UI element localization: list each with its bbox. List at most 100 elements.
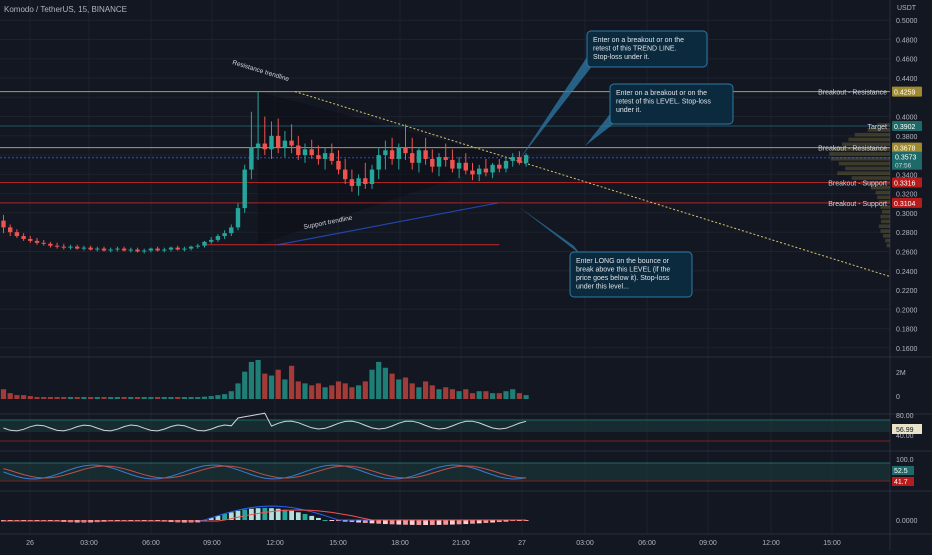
volume-bar <box>322 387 328 399</box>
volume-profile-bar <box>875 190 890 195</box>
level-label: Target <box>868 124 888 131</box>
volume-bar <box>121 397 127 399</box>
osc1-level-label: 40.00 <box>896 433 914 440</box>
callout-text: Enter on a breakout or on the retest of t… <box>593 37 684 61</box>
volume-bar <box>161 397 167 399</box>
volume-bar <box>248 361 254 399</box>
price-tick-label: 0.4800 <box>896 37 918 44</box>
candle-body <box>376 155 381 170</box>
histogram-bar <box>255 508 261 520</box>
candle-body <box>316 155 321 159</box>
volume-bar <box>396 379 402 399</box>
level-label: Breakout - Support <box>828 180 887 187</box>
callout-box <box>609 83 734 125</box>
volume-bar <box>215 395 221 399</box>
volume-bar <box>175 397 181 399</box>
volume-bar <box>268 375 275 399</box>
volume-axis-label: 2M <box>896 370 906 377</box>
support-trendline <box>277 202 499 246</box>
volume-bar <box>443 387 449 399</box>
histogram-bar <box>510 520 516 522</box>
callouts: Enter on a breakout or on the retest of t… <box>519 30 734 298</box>
volume-bar <box>342 383 348 399</box>
candle-body <box>41 242 46 244</box>
histogram-bar <box>322 520 328 521</box>
histogram-bar <box>383 520 388 525</box>
volume-bar <box>510 389 516 399</box>
volume-profile-bar <box>867 128 890 132</box>
volume-bar <box>309 385 315 399</box>
volume-bar <box>0 389 7 399</box>
level-label: Breakout - Support <box>828 201 887 208</box>
time-tick-label: 27 <box>518 540 526 547</box>
candle-body <box>410 153 415 163</box>
price-tick-label: 0.4000 <box>896 115 918 122</box>
volume-bar <box>67 397 74 399</box>
signal-line <box>3 509 527 522</box>
candle-body <box>195 245 200 247</box>
histogram-bar <box>262 508 268 520</box>
candle-body <box>115 248 120 250</box>
header-symbol[interactable]: Komodo / TetherUS, 15, BINANCE <box>4 5 128 14</box>
price-axis[interactable]: 0.1600 0.1800 0.2000 0.2200 0.2400 0.2600 0.28… <box>892 18 922 353</box>
histogram-bar <box>396 520 402 525</box>
time-tick-label: 21:00 <box>452 540 470 547</box>
histogram-bar <box>423 520 428 525</box>
histogram-bar <box>496 520 502 523</box>
candle-body <box>155 248 160 251</box>
volume-bar <box>81 397 87 399</box>
volume-bar <box>389 373 395 399</box>
price-tag-label: 0.3316 <box>894 180 916 187</box>
candle-body <box>215 236 221 240</box>
volume-bar <box>335 381 342 399</box>
volume-bar <box>201 396 208 399</box>
volume-profile-bar <box>878 224 890 229</box>
volume-bar <box>7 393 13 399</box>
volume-profile-bar <box>878 200 890 204</box>
candle-body <box>75 246 80 249</box>
histogram-bar <box>369 520 375 524</box>
volume-zero-label: 0 <box>896 394 900 401</box>
candle-body <box>128 249 133 251</box>
candle-body <box>322 153 328 159</box>
callout-box <box>586 30 708 68</box>
volume-profile-bar <box>837 171 890 176</box>
candle-body <box>490 164 495 173</box>
candle-body <box>276 135 281 148</box>
volume-bar <box>362 381 368 399</box>
histogram-bar <box>389 520 395 525</box>
time-tick-label: 12:00 <box>266 540 284 547</box>
callout-text: Enter on a breakout or on the retest of t… <box>616 90 711 114</box>
candle-body <box>497 164 502 169</box>
histogram-bar <box>376 520 382 524</box>
volume-bar <box>27 396 33 399</box>
histogram-bar <box>503 520 509 522</box>
time-axis[interactable]: 26 03:00 06:00 09:00 12:00 15:00 18:00 21:00 27 0… <box>26 540 841 547</box>
histogram-bar <box>483 520 489 523</box>
candle-body <box>470 170 475 175</box>
candle-body <box>68 246 73 248</box>
price-tag-label: 0.3678 <box>894 146 916 153</box>
candle-body <box>517 157 522 163</box>
histogram-bar <box>316 517 321 520</box>
osc2-line-a <box>3 464 527 480</box>
candle-body <box>456 162 462 169</box>
volume-profile-bar <box>845 166 890 171</box>
osc1-level-label: 80.00 <box>896 413 914 420</box>
candle-body <box>503 160 509 169</box>
time-tick-label: 06:00 <box>638 540 656 547</box>
candle-body <box>54 245 60 247</box>
volume-bar <box>88 397 94 399</box>
osc3-zero-label: 0.0000 <box>896 518 918 525</box>
histogram-bar <box>289 510 294 520</box>
volume-profile-bar <box>877 123 890 127</box>
candles <box>1 91 529 254</box>
volume-bar <box>262 373 268 399</box>
candle-body <box>202 241 207 246</box>
volume-profile-bar <box>854 132 890 137</box>
callout-text: Enter LONG on the bounce or break above t… <box>576 258 670 291</box>
volume-bar <box>315 383 321 399</box>
